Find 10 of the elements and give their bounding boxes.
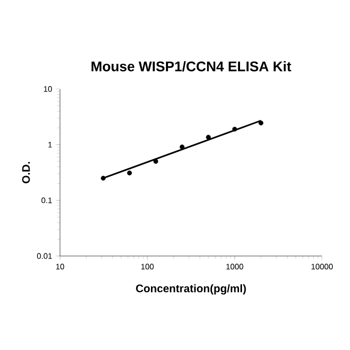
point xyxy=(206,134,211,140)
point xyxy=(180,144,184,150)
point xyxy=(258,120,264,126)
point xyxy=(232,126,238,132)
point xyxy=(100,176,106,181)
chart-title: Mouse WISP1/CCN4 ELISA Kit xyxy=(92,61,292,72)
point xyxy=(153,159,158,164)
point xyxy=(127,170,132,176)
y-axis-title: O.D. xyxy=(22,162,30,184)
x-axis-title: Concentration(pg/ml) xyxy=(136,284,246,295)
